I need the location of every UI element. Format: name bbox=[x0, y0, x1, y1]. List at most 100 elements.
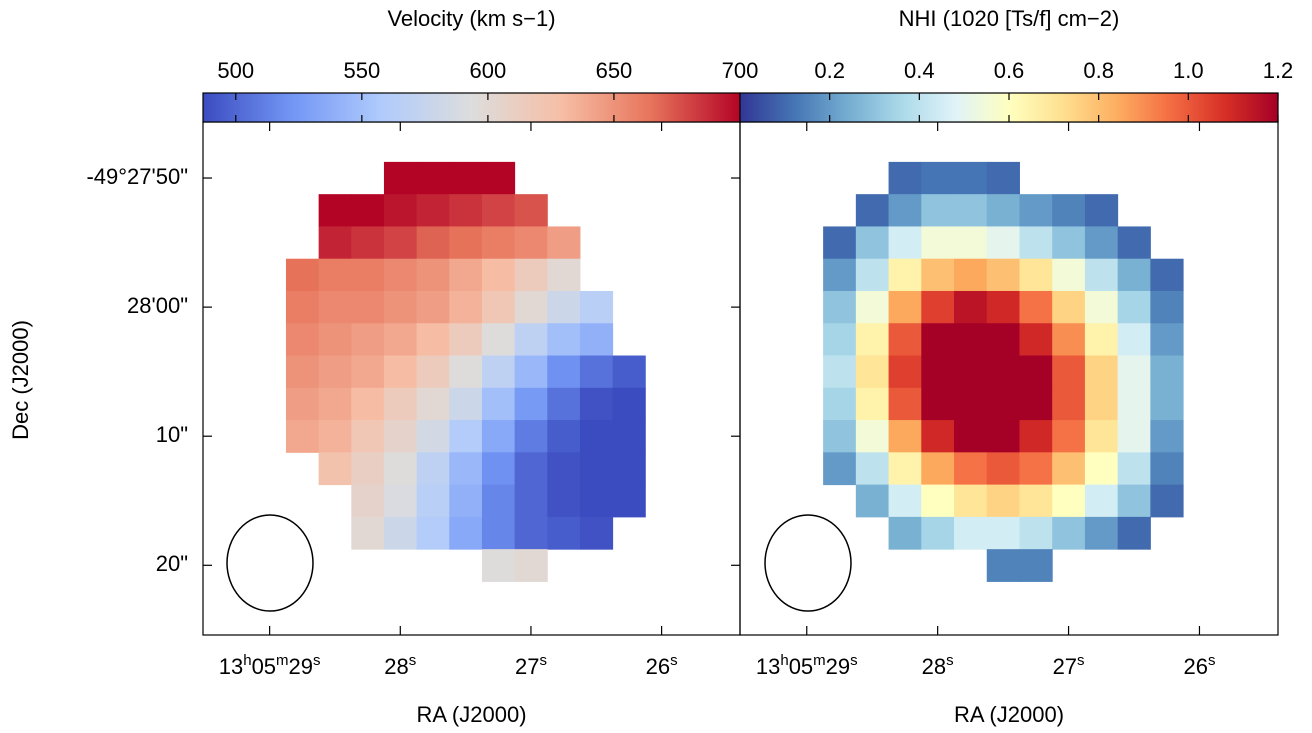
beam bbox=[764, 514, 852, 612]
cell bbox=[986, 290, 1020, 324]
cell bbox=[986, 516, 1020, 550]
y-tick-label: 28'00" bbox=[127, 293, 188, 318]
cell bbox=[318, 420, 352, 453]
cell bbox=[481, 258, 516, 292]
colorbar-tick-label: 0.4 bbox=[904, 58, 935, 83]
cell bbox=[351, 226, 385, 260]
cell bbox=[514, 549, 548, 582]
cell bbox=[416, 420, 450, 453]
cell bbox=[1150, 387, 1184, 421]
cell bbox=[855, 226, 890, 260]
cell bbox=[888, 355, 922, 389]
cell bbox=[318, 258, 352, 292]
cell bbox=[888, 161, 922, 195]
cell bbox=[921, 258, 955, 292]
cell bbox=[579, 452, 614, 486]
cell bbox=[285, 355, 320, 389]
cell bbox=[1052, 516, 1086, 550]
cell bbox=[823, 387, 857, 421]
colorbar-label: NHI (1020 [Ts/f] cm−2) bbox=[899, 6, 1120, 31]
cell bbox=[416, 194, 450, 227]
cell bbox=[285, 290, 320, 324]
cell bbox=[921, 194, 955, 227]
cell bbox=[547, 355, 581, 389]
cell bbox=[823, 258, 857, 292]
cell bbox=[547, 516, 581, 550]
colorbar-tick-label: 1.2 bbox=[1263, 58, 1294, 83]
cell bbox=[1117, 420, 1151, 453]
cell bbox=[855, 355, 890, 389]
cell bbox=[1052, 226, 1086, 260]
cell bbox=[954, 226, 988, 260]
cell bbox=[1084, 420, 1119, 453]
cell bbox=[285, 420, 320, 453]
colorbar-tick-label: 550 bbox=[343, 58, 380, 83]
cell bbox=[416, 387, 450, 421]
cell bbox=[1117, 355, 1151, 389]
cell bbox=[351, 484, 385, 518]
cell bbox=[612, 387, 646, 421]
cell bbox=[1117, 323, 1151, 357]
cell bbox=[888, 420, 922, 453]
cell bbox=[547, 387, 581, 421]
cell bbox=[318, 290, 352, 324]
cell bbox=[1019, 452, 1053, 486]
cell bbox=[823, 323, 857, 357]
cell bbox=[579, 323, 614, 357]
cell bbox=[449, 161, 483, 195]
cell bbox=[986, 161, 1020, 195]
colorbar-tick-label: 1.0 bbox=[1173, 58, 1204, 83]
cell bbox=[612, 355, 646, 389]
cell bbox=[855, 258, 890, 292]
x-tick-label: 27s bbox=[515, 652, 547, 679]
cell bbox=[954, 387, 988, 421]
cell bbox=[481, 420, 516, 453]
cell bbox=[1052, 258, 1086, 292]
cell bbox=[954, 516, 988, 550]
cell bbox=[351, 194, 385, 227]
cell bbox=[986, 484, 1020, 518]
cell bbox=[1150, 420, 1184, 453]
colorbar-tick-label: 0.2 bbox=[814, 58, 845, 83]
cell bbox=[449, 484, 483, 518]
cell bbox=[888, 452, 922, 486]
cell bbox=[888, 258, 922, 292]
cell bbox=[514, 420, 548, 453]
cell bbox=[1084, 323, 1119, 357]
cell bbox=[547, 226, 581, 260]
cell bbox=[579, 484, 614, 518]
cell bbox=[481, 290, 516, 324]
x-tick-label: 26s bbox=[646, 652, 678, 679]
cell bbox=[416, 323, 450, 357]
cell bbox=[986, 323, 1020, 357]
cell bbox=[318, 387, 352, 421]
cell bbox=[888, 323, 922, 357]
cell bbox=[1150, 290, 1184, 324]
cell bbox=[1084, 258, 1119, 292]
cell bbox=[855, 452, 890, 486]
cell bbox=[1084, 452, 1119, 486]
cell bbox=[481, 484, 516, 518]
cell bbox=[921, 387, 955, 421]
cell bbox=[823, 290, 857, 324]
cell bbox=[547, 323, 581, 357]
cell bbox=[351, 355, 385, 389]
cell bbox=[1019, 420, 1053, 453]
cell bbox=[416, 290, 450, 324]
cell bbox=[1019, 290, 1053, 324]
cell bbox=[954, 355, 988, 389]
cell bbox=[449, 516, 483, 550]
cell bbox=[921, 355, 955, 389]
cell bbox=[921, 516, 955, 550]
cell bbox=[449, 290, 483, 324]
cell bbox=[855, 194, 890, 227]
cell bbox=[1084, 194, 1119, 227]
cell bbox=[383, 452, 418, 486]
cell bbox=[986, 226, 1020, 260]
cell bbox=[823, 452, 857, 486]
cell bbox=[579, 387, 614, 421]
colorbar-tick-label: 650 bbox=[596, 58, 633, 83]
cell bbox=[612, 484, 646, 518]
x-tick-label: 28s bbox=[922, 652, 954, 679]
cell bbox=[481, 387, 516, 421]
